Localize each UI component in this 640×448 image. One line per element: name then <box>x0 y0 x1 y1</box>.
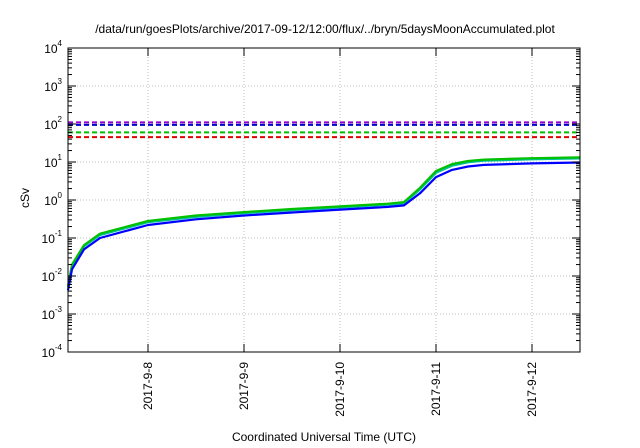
y-tick-label: 10-4 <box>42 343 63 360</box>
y-tick-label: 100 <box>44 191 62 208</box>
y-tick-label: 102 <box>44 115 62 132</box>
y-tick-label: 104 <box>44 39 62 56</box>
x-tick-label: 2017-9-11 <box>429 362 443 416</box>
x-tick-label: 2017-9-8 <box>141 362 155 410</box>
series-lines <box>66 156 581 291</box>
axis-ticks <box>68 47 580 353</box>
y-tick-label: 103 <box>44 77 62 94</box>
series-line <box>66 161 581 291</box>
x-tick-label: 2017-9-9 <box>237 362 251 410</box>
chart-title: /data/run/goesPlots/archive/2017-09-12/1… <box>95 22 555 36</box>
y-tick-label: 101 <box>44 153 62 170</box>
grid <box>68 48 580 352</box>
y-axis-label: cSv <box>18 188 32 208</box>
x-tick-labels: 2017-9-8 2017-9-9 2017-9-10 2017-9-11 2017-9… <box>141 362 539 417</box>
series-line <box>66 156 581 287</box>
y-tick-label: 10-1 <box>42 229 63 246</box>
y-tick-labels: 10-4 10-3 10-2 10-1 100 101 102 103 104 <box>42 39 63 360</box>
y-tick-label: 10-3 <box>42 305 63 322</box>
threshold-lines <box>68 121 580 139</box>
x-axis-label: Coordinated Universal Time (UTC) <box>232 430 416 444</box>
x-tick-label: 2017-9-12 <box>525 362 539 417</box>
x-tick-label: 2017-9-10 <box>333 362 347 417</box>
y-tick-label: 10-2 <box>42 267 63 284</box>
